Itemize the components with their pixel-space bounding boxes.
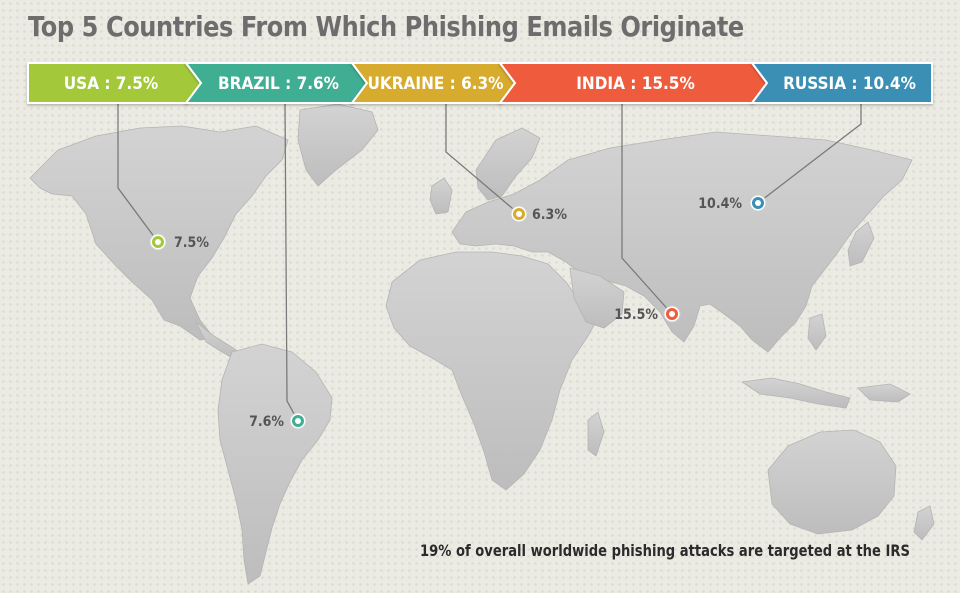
scandinavia-landmass bbox=[475, 127, 541, 201]
pin-center-dot bbox=[295, 418, 301, 424]
world-map bbox=[29, 103, 935, 585]
eurasia-landmass bbox=[451, 131, 913, 353]
location-pins: 7.5% 7.6% 6.3% 15.5% 10.4% bbox=[149, 194, 767, 430]
location-pin: 7.6% bbox=[249, 412, 307, 430]
madagascar-landmass bbox=[587, 411, 605, 457]
greenland-landmass bbox=[297, 103, 379, 187]
country-tab: BRAZIL : 7.6% bbox=[184, 62, 369, 104]
pin-center-dot bbox=[155, 239, 161, 245]
uk-landmass bbox=[429, 177, 453, 215]
country-tab: UKRAINE : 6.3% bbox=[350, 62, 517, 104]
pin-label: 7.5% bbox=[174, 235, 209, 251]
location-pin: 7.5% bbox=[149, 233, 209, 251]
country-tab-shape bbox=[750, 62, 933, 104]
country-tab-label: RUSSIA : 10.4% bbox=[783, 74, 916, 94]
australia-landmass bbox=[767, 429, 897, 535]
south-america-landmass bbox=[217, 343, 333, 585]
indonesia-landmass bbox=[740, 377, 851, 409]
country-tab-label: UKRAINE : 6.3% bbox=[368, 74, 504, 94]
arabia-landmass bbox=[569, 267, 625, 329]
country-tabs: USA : 7.5% BRAZIL : 7.6% UKRAINE : 6.3% IND… bbox=[27, 62, 933, 104]
philippines-landmass bbox=[807, 313, 827, 351]
location-pin: 6.3% bbox=[510, 205, 567, 223]
pin-label: 6.3% bbox=[532, 207, 567, 223]
country-tab: INDIA : 15.5% bbox=[498, 62, 769, 104]
page-title: Top 5 Countries From Which Phishing Emai… bbox=[28, 10, 744, 43]
country-tab-label: INDIA : 15.5% bbox=[576, 74, 695, 94]
footnote: 19% of overall worldwide phishing attack… bbox=[420, 541, 910, 560]
connector-line bbox=[757, 103, 862, 204]
country-tab-label: USA : 7.5% bbox=[64, 74, 158, 94]
connector-line bbox=[117, 103, 159, 243]
connector-line bbox=[621, 103, 673, 315]
pin-label: 15.5% bbox=[614, 307, 658, 323]
pin-center-dot bbox=[669, 311, 675, 317]
country-tab: RUSSIA : 10.4% bbox=[750, 62, 933, 104]
north-america-landmass bbox=[29, 125, 289, 341]
new-zealand-landmass bbox=[913, 505, 935, 541]
pin-center-dot bbox=[755, 200, 761, 206]
country-tab: USA : 7.5% bbox=[27, 62, 203, 104]
location-pin: 15.5% bbox=[614, 305, 681, 323]
connector-line bbox=[445, 103, 520, 215]
africa-landmass bbox=[385, 251, 599, 491]
pin-label: 7.6% bbox=[249, 414, 284, 430]
new-guinea-landmass bbox=[857, 383, 911, 403]
pin-center-dot bbox=[516, 211, 522, 217]
japan-landmass bbox=[847, 221, 875, 267]
country-tab-label: BRAZIL : 7.6% bbox=[218, 74, 339, 94]
location-pin: 10.4% bbox=[698, 194, 767, 212]
pin-label: 10.4% bbox=[698, 196, 742, 212]
